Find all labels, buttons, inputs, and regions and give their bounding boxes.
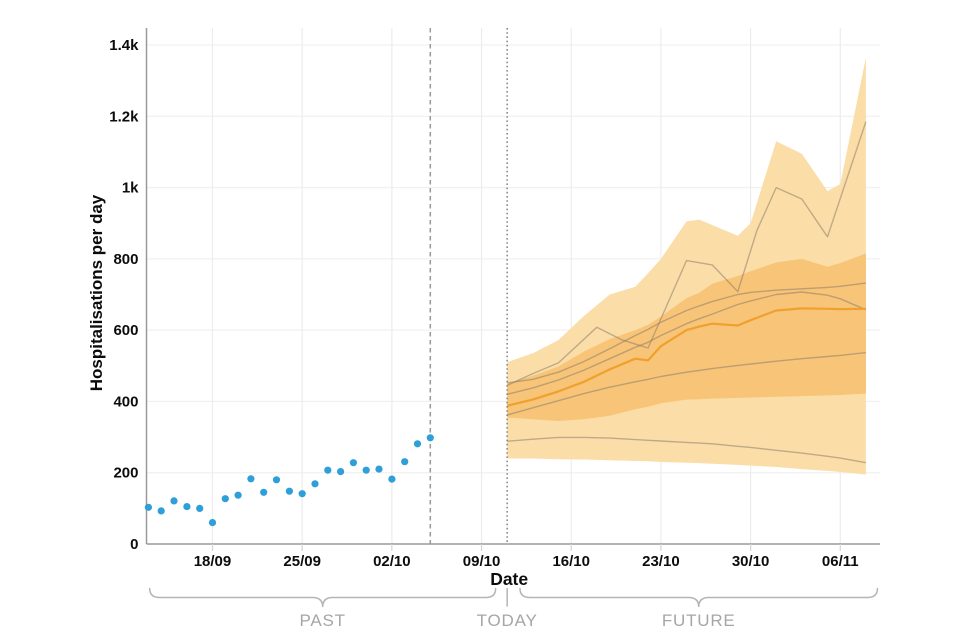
today-label: TODAY [476, 611, 538, 630]
observed-point [388, 475, 396, 483]
y-tick-label: 0 [130, 536, 138, 553]
observed-point [196, 504, 204, 512]
observed-point [208, 519, 217, 527]
future-label: FUTURE [661, 611, 736, 630]
y-tick-label: 1k [122, 180, 139, 197]
y-tick-label: 200 [113, 465, 138, 482]
median-projection-line [506, 307, 866, 407]
y-tick-label: 1.4k [109, 37, 139, 54]
observed-point [234, 491, 242, 499]
observed-point [170, 497, 178, 505]
x-tick-label: 25/09 [283, 553, 321, 570]
observed-point [362, 466, 370, 474]
observed-point [247, 475, 255, 483]
model-trajectory-5 [507, 436, 867, 464]
observed-point [337, 468, 345, 476]
model-trajectory-1 [506, 121, 867, 387]
x-tick-label: 06/11 [822, 553, 859, 570]
observed-point [272, 476, 281, 484]
model-trajectory-4 [507, 351, 866, 416]
past-label: PAST [299, 611, 346, 630]
observed-point [375, 465, 383, 473]
x-tick-label: 16/10 [552, 553, 590, 570]
x-axis-title: Date [490, 569, 529, 589]
x-tick-label: 30/10 [732, 553, 770, 570]
observed-point [311, 480, 319, 488]
observed-point [183, 503, 191, 511]
x-tick-label: 02/10 [373, 553, 411, 570]
observed-point [144, 503, 152, 511]
observed-point [401, 458, 409, 466]
observed-point [413, 440, 422, 448]
model-trajectory-3 [507, 291, 867, 395]
y-tick-label: 400 [113, 393, 138, 410]
y-tick-label: 600 [113, 322, 138, 339]
y-tick-label: 1.2k [109, 108, 139, 125]
observed-point [285, 487, 293, 495]
observed-point [298, 490, 306, 498]
y-tick-label: 800 [113, 251, 138, 268]
x-tick-label: 18/09 [194, 553, 232, 570]
observed-point [324, 466, 332, 474]
observed-point [157, 507, 165, 515]
future-bracket [519, 587, 879, 608]
observed-point [349, 459, 357, 467]
projection-band-50 [507, 253, 866, 421]
model-trajectory-2 [507, 282, 866, 384]
past-bracket [148, 587, 497, 608]
observed-point [426, 434, 434, 442]
x-tick-label: 23/10 [642, 553, 680, 570]
observed-point [221, 495, 229, 503]
y-axis-title: Hospitalisations per day [87, 194, 106, 392]
observed-point [260, 488, 268, 496]
x-tick-label: 09/10 [463, 553, 501, 570]
